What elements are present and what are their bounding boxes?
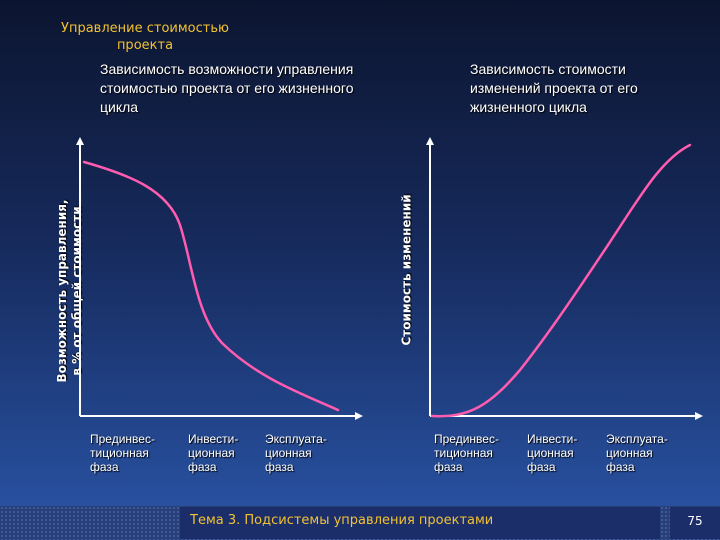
right-x-tick-label: Прединвес- тиционная фаза	[434, 432, 499, 474]
right-chart-series-line	[430, 143, 692, 418]
page-number-box	[670, 507, 720, 539]
footer-text: Тема 3. Подсистемы управления проектами	[190, 513, 494, 528]
right-x-tick-label: Эксплуата- ционная фаза	[606, 432, 668, 474]
left-chart-series-line	[82, 160, 340, 412]
right-chart-title: Зависимость стоимости изменений проекта …	[470, 61, 638, 115]
right-x-tick-label: Инвести- ционная фаза	[527, 432, 578, 474]
page-number: 75	[687, 514, 703, 528]
left-chart-title: Зависимость возможности управления стоим…	[100, 61, 354, 115]
left-x-tick-label: Эксплуата- ционная фаза	[265, 432, 327, 474]
footer-text-box	[180, 507, 660, 539]
slide-title: Управление стоимостью проекта	[61, 21, 229, 53]
left-x-tick-label: Прединвес- тиционная фаза	[90, 432, 155, 474]
left-x-tick-label: Инвести- ционная фаза	[188, 432, 239, 474]
